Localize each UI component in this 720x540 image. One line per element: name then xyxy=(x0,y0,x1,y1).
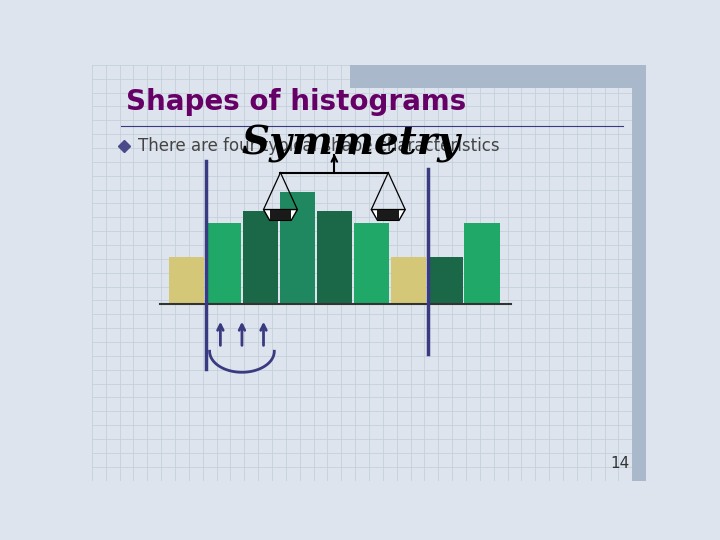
Bar xyxy=(632,65,647,481)
Bar xyxy=(168,257,204,303)
Polygon shape xyxy=(372,210,405,220)
Text: There are four typical shape characteristics: There are four typical shape characteris… xyxy=(138,137,500,154)
Bar xyxy=(377,210,399,220)
Bar xyxy=(354,222,389,303)
Bar xyxy=(428,257,463,303)
Bar xyxy=(464,222,500,303)
Text: Symmetry: Symmetry xyxy=(242,125,461,163)
Text: 14: 14 xyxy=(610,456,629,471)
Text: Shapes of histograms: Shapes of histograms xyxy=(127,88,467,116)
Bar xyxy=(317,211,352,303)
Bar xyxy=(279,192,315,303)
Polygon shape xyxy=(264,210,297,220)
Bar xyxy=(350,65,647,88)
Bar xyxy=(243,211,278,303)
Bar xyxy=(270,210,291,220)
Bar xyxy=(390,257,426,303)
Bar xyxy=(206,222,241,303)
